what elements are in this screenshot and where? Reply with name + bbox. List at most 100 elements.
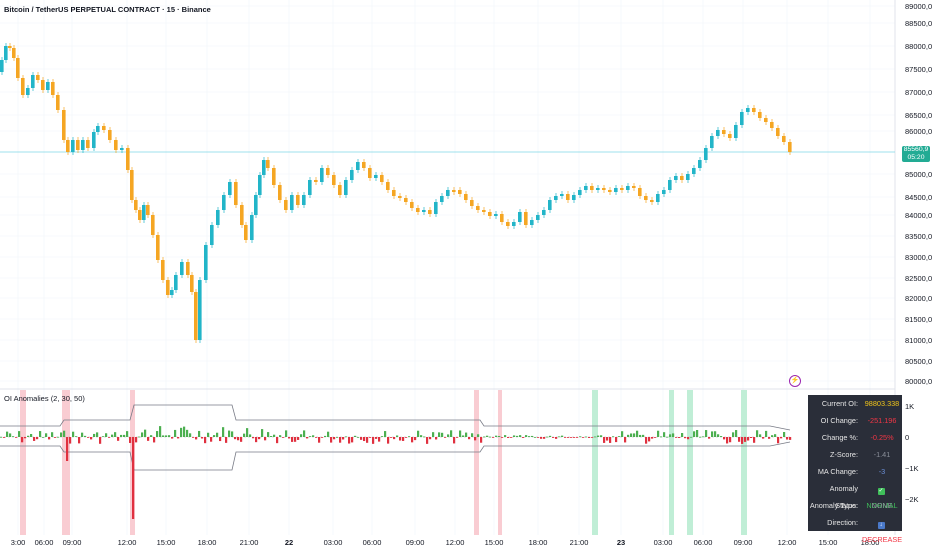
oi-hist-bar	[729, 437, 732, 443]
candle-body	[216, 210, 220, 225]
candle-body	[166, 280, 170, 295]
oi-hist-bar	[54, 437, 57, 438]
oi-hist-bar	[165, 435, 168, 437]
time-tick-label: 18:00	[529, 538, 548, 547]
indicator-title[interactable]: OI Anomalies (2, 30, 50)	[4, 394, 85, 403]
candle-body	[31, 75, 35, 88]
candle-body	[234, 182, 238, 205]
oi-hist-bar	[477, 434, 480, 437]
oi-hist-bar	[339, 437, 342, 443]
oi-bands	[0, 404, 791, 471]
oi-hist-bar	[474, 437, 477, 441]
oi-hist-bar	[654, 437, 657, 438]
oi-hist-bar	[516, 435, 519, 437]
oi-hist-bar	[57, 436, 60, 438]
current-price-value: 85560,9	[903, 146, 929, 153]
oi-hist-bar	[438, 432, 441, 437]
candle-body	[596, 188, 600, 190]
oi-hist-bar	[75, 436, 78, 438]
oi-hist-bar	[429, 437, 432, 440]
time-tick-label: 21:00	[570, 538, 589, 547]
candle-body	[536, 215, 540, 220]
oi-hist-bar	[12, 436, 15, 438]
oi-hist-bar	[360, 437, 363, 440]
oi-hist-bar	[414, 437, 417, 441]
oi-hist-bar	[210, 437, 213, 442]
oi-hist-bar	[699, 436, 702, 438]
oi-hist-bar	[705, 430, 708, 437]
oi-hist-bar	[183, 426, 186, 437]
oi-hist-bar	[246, 428, 249, 437]
stat-value: -0.25%	[870, 433, 894, 442]
candle-body	[638, 188, 642, 196]
candle-body	[434, 202, 438, 214]
oi-hist-bar	[30, 433, 33, 437]
oi-hist-bar	[318, 437, 321, 443]
oi-hist-bar	[45, 433, 48, 437]
oi-hist-bar	[285, 430, 288, 437]
oi-hist-bar	[378, 437, 381, 442]
candle-body	[62, 110, 66, 140]
candle-body	[66, 140, 70, 152]
oi-hist-bar	[597, 435, 600, 437]
oi-hist-bar	[780, 437, 783, 439]
stat-value: -1.41	[873, 450, 891, 459]
candle-body	[240, 205, 244, 225]
price-tick-label: 83000,0	[905, 253, 932, 262]
price-tick-label: 88500,0	[905, 19, 932, 28]
oi-hist-bar	[51, 432, 54, 437]
oi-hist-bar	[711, 431, 714, 437]
oi-hist-bar	[276, 437, 279, 444]
candle-body	[392, 190, 396, 196]
time-tick-label: 3:00	[11, 538, 26, 547]
candle-body	[584, 186, 588, 190]
oi-hist-bar	[21, 437, 24, 443]
time-tick-label: 12:00	[118, 538, 137, 547]
anomaly-band	[62, 390, 70, 535]
oi-hist-bar	[6, 431, 9, 437]
candle-body	[548, 200, 552, 210]
oi-hist-bar	[225, 437, 228, 443]
current-price-tag: 85560,9 05:20	[902, 146, 930, 162]
oi-hist-bar	[141, 432, 144, 437]
price-tick-label: 82500,0	[905, 274, 932, 283]
time-tick-label: 03:00	[654, 538, 673, 547]
candle-body	[326, 168, 330, 175]
oi-hist-bar	[696, 430, 699, 437]
alert-clock-icon[interactable]: ⚡	[789, 375, 801, 387]
candle-body	[114, 140, 118, 150]
candle-body	[26, 88, 30, 95]
oi-hist-bar	[309, 436, 312, 437]
stat-value: DECREASE	[862, 535, 903, 544]
candle-body	[674, 176, 678, 180]
oi-hist-bar	[240, 437, 243, 442]
oi-hist-bar	[714, 431, 717, 437]
candle-body	[740, 112, 744, 125]
candle-body	[770, 122, 774, 128]
time-axis[interactable]: 3:00 06:00 09:00 12:00 15:00 18:00 21:00 22 03:0…	[11, 538, 880, 547]
oi-hist-bar	[60, 432, 63, 437]
oi-hist-bar	[762, 437, 765, 439]
oi-hist-bar	[357, 436, 360, 438]
candle-body	[416, 208, 420, 212]
price-axis[interactable]: 89000,0 88500,0 88000,0 87500,0 87000,0 86500…	[905, 2, 932, 386]
candle-body	[530, 220, 534, 225]
candle-body	[308, 180, 312, 195]
candle-body	[428, 210, 432, 214]
candle-body	[620, 188, 624, 190]
candle-body	[608, 190, 612, 192]
oi-hist-bar	[777, 437, 780, 444]
candle-body	[470, 200, 474, 206]
oi-hist-bar	[288, 437, 291, 439]
candle-body	[350, 170, 354, 180]
oi-hist-bar	[351, 437, 354, 443]
oi-hist-bar	[672, 433, 675, 437]
time-tick-label: 15:00	[157, 538, 176, 547]
oi-hist-bar	[744, 437, 747, 442]
stat-row-anomaly-type: Anomaly Type: NONE	[808, 497, 902, 514]
oi-hist-bar	[294, 437, 297, 442]
oi-hist-bar	[321, 437, 324, 438]
oi-hist-bar	[600, 435, 603, 437]
candle-body	[71, 140, 75, 152]
